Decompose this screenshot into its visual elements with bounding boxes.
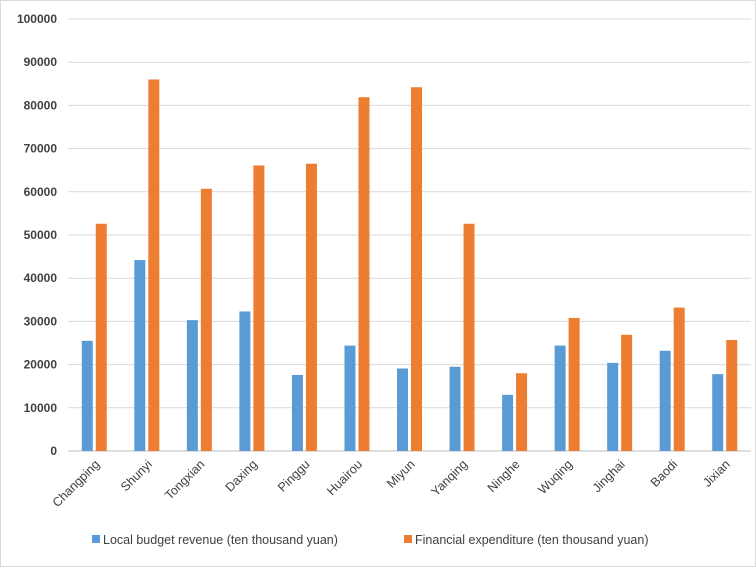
revenue-bar-huairou (344, 345, 356, 451)
y-tick-label: 70000 (24, 142, 58, 156)
revenue-bar-jinghai (607, 362, 619, 451)
bars (81, 79, 738, 452)
expenditure-bar-shunyi (148, 79, 160, 451)
x-tick-label: Wuqing (536, 457, 576, 497)
expenditure-bar-baodi (673, 307, 685, 451)
revenue-bar-baodi (659, 350, 671, 451)
revenue-bar-shunyi (134, 260, 146, 451)
y-tick-label: 40000 (24, 271, 58, 285)
legend-swatch-expenditure (404, 535, 412, 543)
expenditure-bar-miyun (411, 87, 422, 452)
x-tick-label: Changping (50, 457, 103, 510)
expenditure-bar-pinggu (305, 163, 317, 451)
legend-label-revenue: Local budget revenue (ten thousand yuan) (103, 533, 338, 547)
revenue-bar-wuqing (554, 345, 566, 451)
x-tick-label: Ninghe (485, 457, 523, 495)
legend: Local budget revenue (ten thousand yuan)… (92, 533, 648, 547)
expenditure-bar-daxing (253, 165, 265, 451)
y-tick-label: 80000 (24, 98, 58, 112)
x-tick-label: Baodi (648, 457, 681, 490)
y-tick-label: 0 (50, 444, 57, 458)
expenditure-bar-wuqing (568, 317, 580, 451)
revenue-bar-daxing (239, 311, 251, 451)
x-tick-label: Tongxian (162, 457, 207, 502)
expenditure-bar-ninghe (516, 373, 528, 451)
x-tick-label: Jixian (700, 457, 733, 490)
x-tick-label: Yanqing (428, 457, 470, 499)
y-tick-label: 100000 (17, 12, 57, 26)
y-tick-label: 10000 (24, 401, 58, 415)
y-tick-label: 60000 (24, 185, 58, 199)
y-tick-label: 50000 (24, 228, 58, 242)
revenue-bar-tongxian (186, 320, 198, 451)
x-axis-ticks: Changping Shunyi Tongxian Daxing Pinggu Huair… (50, 457, 733, 510)
x-tick-label: Shunyi (118, 457, 155, 494)
x-tick-label: Miyun (384, 457, 418, 491)
legend-swatch-revenue (92, 535, 100, 543)
x-tick-label: Daxing (223, 457, 260, 494)
revenue-bar-pinggu (291, 374, 303, 451)
x-tick-label: Huairou (324, 457, 365, 498)
revenue-bar-changping (81, 340, 93, 451)
expenditure-bar-jinghai (621, 334, 633, 451)
x-tick-label: Jinghai (590, 457, 628, 495)
legend-label-expenditure: Financial expenditure (ten thousand yuan… (415, 533, 648, 547)
expenditure-bar-jixian (726, 339, 738, 451)
revenue-bar-ninghe (502, 394, 514, 451)
revenue-bar-miyun (397, 368, 408, 451)
revenue-bar-yanqing (449, 366, 461, 451)
expenditure-bar-tongxian (200, 188, 212, 451)
y-tick-label: 90000 (24, 55, 58, 69)
revenue-bar-jixian (712, 374, 724, 451)
gridlines (68, 18, 751, 452)
expenditure-bar-huairou (358, 97, 370, 451)
y-tick-label: 20000 (24, 358, 58, 372)
x-tick-label: Pinggu (275, 457, 312, 494)
y-tick-label: 30000 (24, 314, 58, 328)
y-axis-ticks: 0 10000 20000 30000 40000 50000 60000 70000 8000… (17, 12, 57, 458)
expenditure-bar-yanqing (463, 223, 475, 451)
expenditure-bar-changping (95, 223, 107, 451)
